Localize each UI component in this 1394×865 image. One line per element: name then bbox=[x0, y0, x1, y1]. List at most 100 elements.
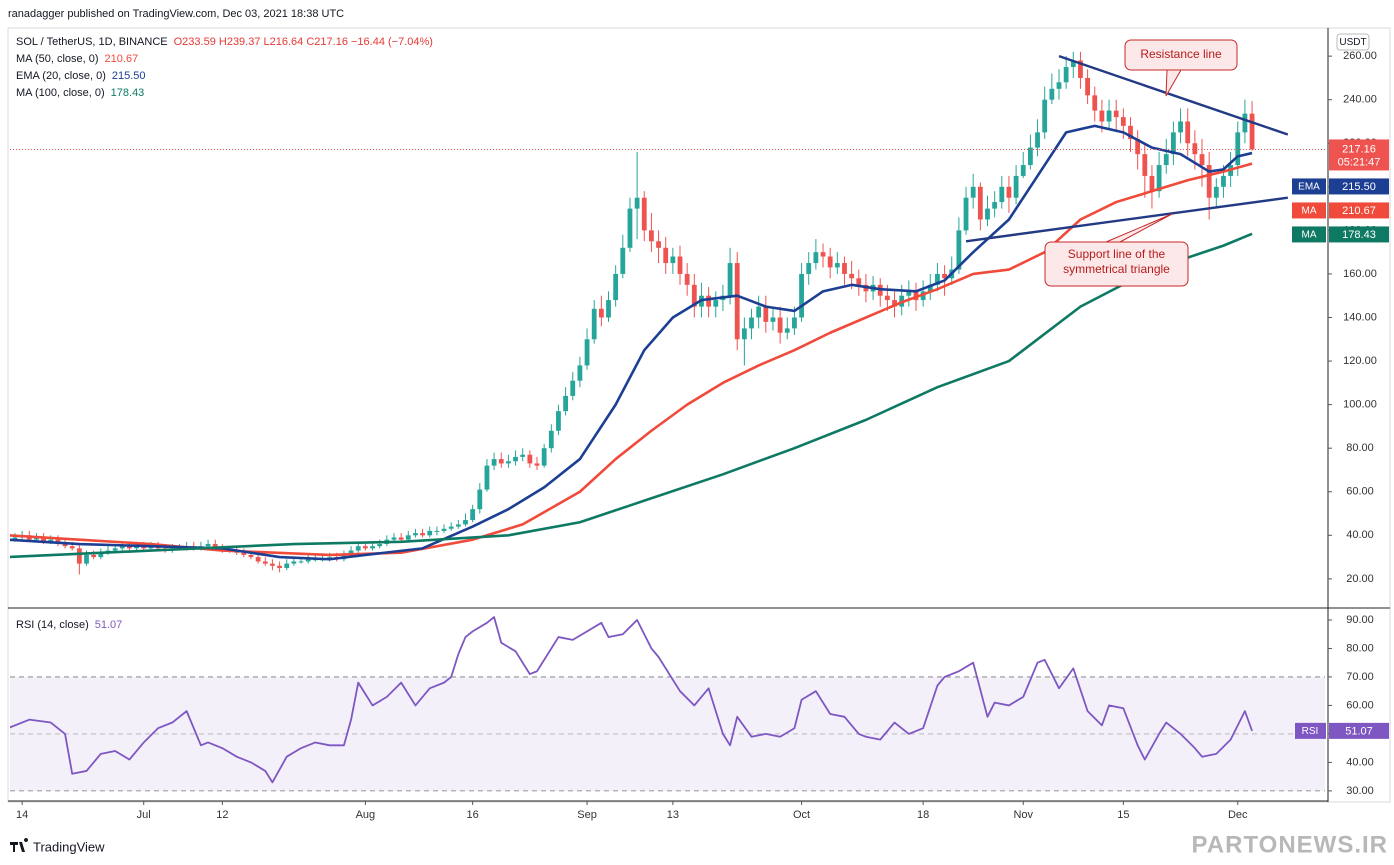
candle-body bbox=[999, 186, 1005, 203]
candle-body bbox=[741, 328, 747, 340]
ma-price-label: 215.50 bbox=[1342, 181, 1376, 193]
x-tick-label: 12 bbox=[216, 809, 228, 821]
candle-body bbox=[48, 539, 54, 542]
candle-body bbox=[1113, 110, 1119, 118]
candle-body bbox=[1171, 132, 1176, 155]
candle-body bbox=[856, 278, 862, 285]
trend-line bbox=[965, 196, 1288, 243]
rsi-tag-bg bbox=[1295, 722, 1326, 739]
candle-body bbox=[241, 552, 247, 555]
candle-body bbox=[377, 544, 383, 547]
candle-body bbox=[977, 186, 983, 220]
candle-body bbox=[691, 284, 697, 307]
x-tick-label: Dec bbox=[1228, 809, 1248, 821]
candle-body bbox=[34, 537, 39, 540]
candle-body bbox=[792, 317, 797, 329]
y-tick-label: 100.00 bbox=[1343, 399, 1377, 411]
candle-body bbox=[784, 328, 790, 333]
ma-price-label: 178.43 bbox=[1342, 229, 1376, 241]
x-tick-label: 14 bbox=[16, 809, 28, 821]
candle-body bbox=[427, 530, 433, 536]
price-plot bbox=[10, 51, 1325, 575]
candle-body bbox=[556, 411, 561, 431]
candle-body bbox=[799, 273, 804, 318]
candle-body bbox=[262, 561, 268, 564]
callout-pointer bbox=[1165, 69, 1182, 97]
candle-body bbox=[884, 295, 890, 301]
candle-body bbox=[391, 537, 397, 540]
candle-body bbox=[849, 273, 855, 279]
candle-body bbox=[1063, 67, 1069, 83]
y-tick-label: 20.00 bbox=[1346, 573, 1374, 585]
candle-body bbox=[641, 197, 647, 231]
candle-body bbox=[670, 256, 676, 264]
legend-name: EMA (20, close, 0) bbox=[16, 70, 106, 82]
ma-tag: EMA bbox=[1298, 182, 1320, 193]
candle-body bbox=[505, 461, 511, 464]
currency-box[interactable] bbox=[1336, 33, 1370, 51]
candle-body bbox=[119, 546, 125, 549]
candle-body bbox=[813, 252, 819, 264]
candle-body bbox=[1049, 88, 1055, 100]
y-tick-label: 80.00 bbox=[1346, 442, 1374, 454]
symbol-title: SOL / TetherUS, 1D, BINANCE bbox=[16, 36, 168, 48]
candle-body bbox=[1149, 175, 1155, 192]
candle-body bbox=[98, 552, 104, 558]
candle-body bbox=[1213, 186, 1219, 198]
candle-body bbox=[770, 317, 776, 322]
ohlc-values: O233.59 H239.37 L216.64 C217.16 −16.44 (… bbox=[174, 36, 433, 48]
candle-body bbox=[584, 339, 590, 366]
candle-body bbox=[613, 273, 619, 301]
callout-box bbox=[1124, 39, 1238, 71]
candle-body bbox=[1020, 165, 1026, 176]
candle-body bbox=[1199, 154, 1205, 166]
x-tick-label: Nov bbox=[1013, 809, 1033, 821]
ma-tag-bg bbox=[1292, 178, 1326, 195]
y-tick-label: 260.00 bbox=[1343, 50, 1377, 62]
candle-body bbox=[956, 230, 962, 270]
rsi-background bbox=[10, 676, 1325, 792]
candle-body bbox=[62, 544, 68, 547]
candle-body bbox=[127, 546, 132, 549]
candle-body bbox=[212, 544, 218, 549]
candle-body bbox=[270, 563, 275, 566]
moving-average-line bbox=[10, 232, 1253, 559]
rsi-plot bbox=[10, 616, 1253, 784]
candle-body bbox=[455, 524, 461, 527]
candle-body bbox=[1085, 77, 1090, 96]
callout-box bbox=[1044, 241, 1189, 287]
candle-body bbox=[749, 317, 754, 329]
candle-body bbox=[992, 202, 998, 209]
candle-body bbox=[1078, 60, 1083, 78]
callout-pointer bbox=[1105, 213, 1173, 243]
frame bbox=[7, 27, 1391, 803]
candle-body bbox=[284, 563, 290, 568]
candle-body bbox=[362, 546, 368, 549]
ma-tag-bg bbox=[1292, 226, 1326, 243]
x-tick-label: 13 bbox=[667, 809, 679, 821]
countdown-label: 05:21:47 bbox=[1338, 156, 1381, 168]
candle-body bbox=[684, 273, 690, 285]
x-tick-label: 15 bbox=[1117, 809, 1129, 821]
rsi-tag: RSI bbox=[1302, 726, 1319, 737]
legend-value: 210.67 bbox=[105, 53, 139, 65]
y-tick-label: 30.00 bbox=[1346, 785, 1374, 797]
callout-text: Support line of the bbox=[1068, 247, 1166, 261]
ma-tag: MA bbox=[1302, 230, 1317, 241]
candle-body bbox=[134, 546, 139, 549]
candle-body bbox=[1135, 138, 1141, 155]
candle-body bbox=[1092, 95, 1098, 111]
candle-body bbox=[513, 456, 518, 462]
candle-body bbox=[1249, 113, 1255, 150]
rsi-line bbox=[10, 616, 1253, 784]
candle-body bbox=[484, 465, 490, 490]
candle-body bbox=[834, 263, 840, 268]
rsi-title: RSI (14, close) bbox=[16, 619, 89, 631]
candle-body bbox=[1242, 113, 1248, 133]
candle-body bbox=[1106, 110, 1112, 122]
candle-body bbox=[541, 448, 547, 466]
brand-name: TradingView bbox=[33, 839, 105, 854]
candle-body bbox=[305, 559, 311, 562]
candle-body bbox=[76, 548, 82, 564]
